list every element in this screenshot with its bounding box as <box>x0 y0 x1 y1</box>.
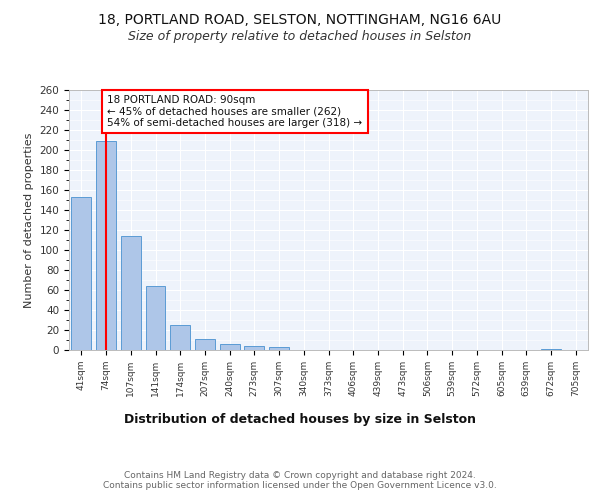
Bar <box>220 344 239 350</box>
Bar <box>96 141 116 350</box>
Bar <box>146 286 166 350</box>
Bar <box>121 236 140 350</box>
Text: Distribution of detached houses by size in Selston: Distribution of detached houses by size … <box>124 412 476 426</box>
Text: 18, PORTLAND ROAD, SELSTON, NOTTINGHAM, NG16 6AU: 18, PORTLAND ROAD, SELSTON, NOTTINGHAM, … <box>98 12 502 26</box>
Text: Contains HM Land Registry data © Crown copyright and database right 2024.
Contai: Contains HM Land Registry data © Crown c… <box>103 470 497 490</box>
Bar <box>541 349 561 350</box>
Y-axis label: Number of detached properties: Number of detached properties <box>24 132 34 308</box>
Text: Size of property relative to detached houses in Selston: Size of property relative to detached ho… <box>128 30 472 43</box>
Bar <box>71 197 91 350</box>
Bar <box>170 325 190 350</box>
Bar <box>195 339 215 350</box>
Text: 18 PORTLAND ROAD: 90sqm
← 45% of detached houses are smaller (262)
54% of semi-d: 18 PORTLAND ROAD: 90sqm ← 45% of detache… <box>107 95 362 128</box>
Bar <box>244 346 264 350</box>
Bar <box>269 347 289 350</box>
